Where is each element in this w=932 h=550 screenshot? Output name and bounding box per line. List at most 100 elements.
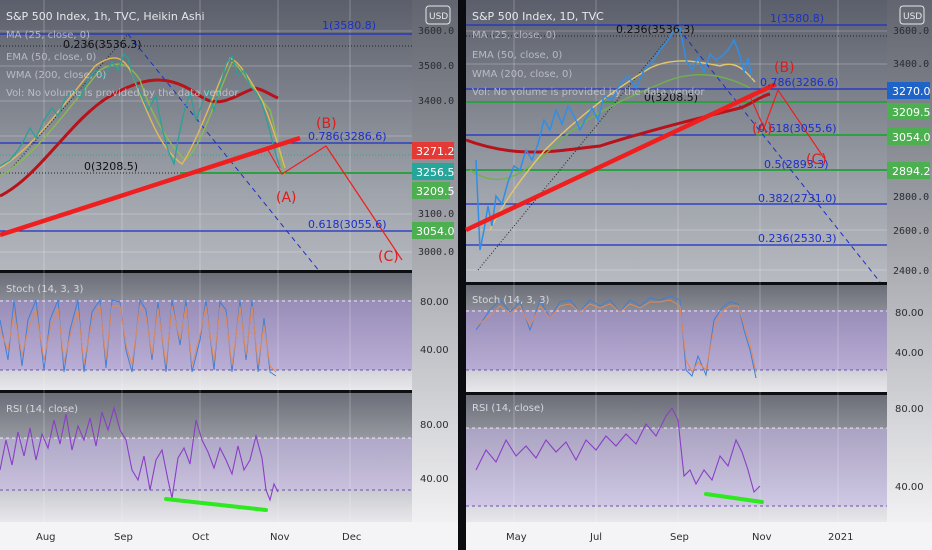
right-rsi-band [466,428,887,506]
rsi-divergence-line [164,497,268,512]
price-tick: 3500.0 [418,61,454,72]
rsi-label[interactable]: RSI (14, close) [6,404,78,415]
right-pane-divider [466,392,887,395]
right-x-ticks: May Jul Sep Nov 2021 [506,532,853,543]
rsi-label[interactable]: RSI (14, close) [472,403,544,414]
right-price-axis [887,0,932,522]
price-tag-last [412,142,454,159]
fib-label-0236: 0.236(3536.3) [616,23,695,36]
left-pane-divider [0,270,412,273]
price-tag-fib [412,222,454,239]
time-tick: 2021 [828,532,853,543]
right-time-axis [466,522,932,550]
indicator-ma[interactable]: MA (25, close, 0) [472,30,556,41]
currency-label: USD [903,12,922,22]
wma-200-line [465,92,771,154]
rsi-line [475,406,761,494]
wma-200-line [0,78,279,198]
left-pane-divider [0,390,412,393]
price-tag-support-text: 3209.5 [416,185,455,198]
price-tag-ma-text: 3256.5 [416,166,455,179]
right-stoch: Stoch (14, 3, 3) 80.00 40.00 [466,295,924,379]
fib-label-1: 1(3580.8) [770,12,824,25]
price-tag-support [887,103,930,120]
price-tag-fib-text: 3054.0 [416,225,455,238]
fib-label-0236: 0.236(3536.3) [63,38,142,51]
right-main-pane: 1(3580.8) 0.236(3536.3) 0.786(3286.6) 0(… [465,0,931,522]
currency-button[interactable] [899,5,925,25]
chart-title[interactable]: S&P 500 Index, 1D, TVC [472,10,604,23]
stoch-label[interactable]: Stoch (14, 3, 3) [472,295,549,306]
chart-gap [458,0,466,550]
abc-wave-path [267,145,403,261]
ema-50-line [0,61,286,177]
fib-label-0236b: 0.236(2530.3) [758,232,837,245]
indicator-ma[interactable]: MA (25, close, 0) [6,30,90,41]
price-series-line [0,52,281,169]
price-tick: 3000.0 [418,247,454,258]
price-tick: 3400.0 [418,96,454,107]
price-tick: 2400.0 [893,266,929,277]
ma-25-line [489,60,756,231]
stoch-label[interactable]: Stoch (14, 3, 3) [6,284,83,295]
currency-label: USD [429,12,448,22]
left-stoch-band [0,300,412,370]
time-tick: Sep [114,532,133,543]
stoch-k-line [0,298,277,377]
wave-label-c: (C) [806,152,827,168]
indicator-wma[interactable]: WMA (200, close, 0) [6,70,106,81]
indicator-ema[interactable]: EMA (50, close, 0) [6,52,96,63]
indicator-ema[interactable]: EMA (50, close, 0) [472,50,562,61]
wave-label-c: (C) [378,249,399,265]
stoch-k-line [475,295,757,379]
price-tag-last [887,82,930,99]
left-chart-1h [0,0,458,550]
time-tick: Nov [270,532,290,543]
channel-line [677,27,881,283]
stoch-tick-80: 80.00 [420,297,449,308]
time-tick: Aug [36,532,56,543]
stoch-tick-40: 40.00 [895,348,924,359]
indicator-volume[interactable]: Vol: No volume is provided by the data v… [6,88,239,99]
indicator-wma[interactable]: WMA (200, close, 0) [472,69,572,80]
price-tick: 3400.0 [893,59,929,70]
wave-label-b: (B) [316,116,337,132]
fib-label-05: 0.5(2893.3) [764,158,829,171]
rsi-tick-80: 80.00 [420,420,449,431]
time-tick: May [506,532,527,543]
price-tag-fib-text: 3054.0 [892,131,931,144]
indicator-volume[interactable]: Vol: No volume is provided by the data v… [472,87,705,98]
fib-label-0618: 0.618(3055.6) [308,218,387,231]
left-main-pane: 1(3580.8) 0.236(3536.3) 0.786(3286.6) 0(… [0,0,455,522]
price-tag-support [412,182,450,199]
left-time-axis [0,522,458,550]
wave-label-a: (A) [752,121,773,137]
price-tick: 3600.0 [893,26,929,37]
stoch-d-line [475,299,757,374]
time-tick: Dec [342,532,361,543]
right-rsi: RSI (14, close) 80.00 40.00 [466,403,924,507]
left-price-axis [412,0,458,522]
fib-label-0: 0(3208.5) [84,160,138,173]
fib-label-0382: 0.382(2731.0) [758,192,837,205]
price-tag-ma [412,163,454,180]
ma-25-line [0,57,286,169]
fib-label-0786: 0.786(3286.6) [308,130,387,143]
price-tag-support-text: 3209.5 [892,106,931,119]
chart-title[interactable]: S&P 500 Index, 1h, TVC, Heikin Ashi [6,10,205,23]
fib-trend-line [9,33,129,171]
time-tick: Oct [192,532,209,543]
fib-label-0: 0(3208.5) [644,91,698,104]
rsi-tick-40: 40.00 [420,474,449,485]
currency-button[interactable] [425,5,451,25]
price-tag-fib [887,128,930,145]
fib-label-1: 1(3580.8) [322,19,376,32]
price-tag-half-text: 2894.2 [892,165,931,178]
price-series-line [475,27,753,251]
fib-label-0618: 0.618(3055.6) [758,122,837,135]
price-tag-last-text: 3270.0 [892,85,931,98]
rsi-tick-80: 80.00 [895,404,924,415]
left-rsi: RSI (14, close) 80.00 40.00 [0,404,449,512]
rsi-line [0,405,279,502]
